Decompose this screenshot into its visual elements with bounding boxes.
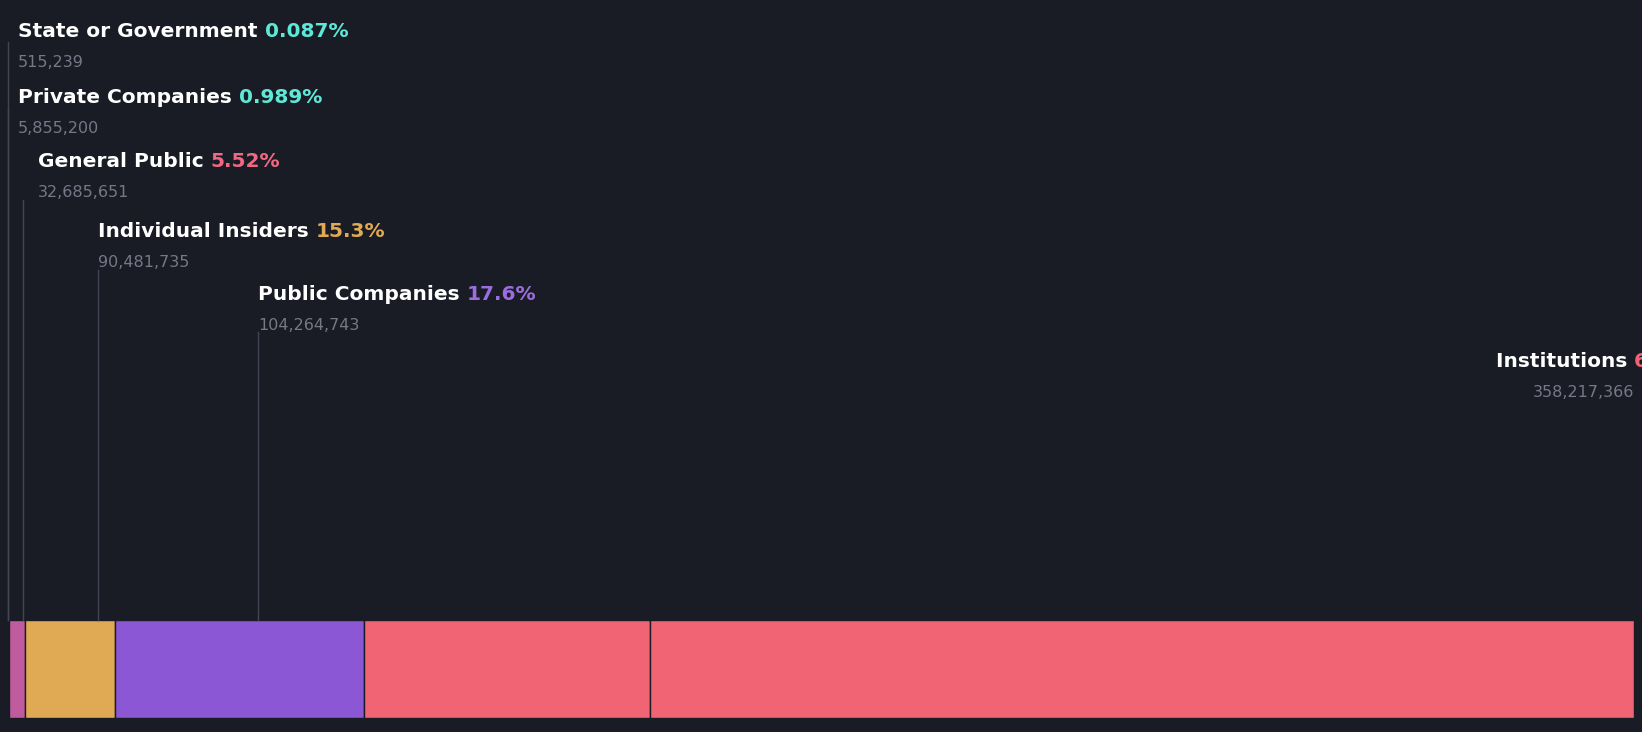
Text: 104,264,743: 104,264,743 [258,318,360,333]
Bar [26,620,115,718]
Text: State or Government: State or Government [18,22,264,41]
Text: Private Companies: Private Companies [18,88,238,107]
Bar [650,620,1634,718]
Text: 32,685,651: 32,685,651 [38,185,130,200]
Text: 5,855,200: 5,855,200 [18,121,99,136]
Text: Institutions: Institutions [1496,352,1634,371]
Text: 5.52%: 5.52% [210,152,281,171]
Bar [365,620,650,718]
Text: 358,217,366: 358,217,366 [1532,385,1634,400]
Text: 60.5%: 60.5% [1634,352,1642,371]
Text: 515,239: 515,239 [18,55,84,70]
Bar [10,620,26,718]
Text: Public Companies: Public Companies [258,285,466,304]
Text: 0.989%: 0.989% [238,88,322,107]
Text: 90,481,735: 90,481,735 [99,255,189,270]
Text: 15.3%: 15.3% [315,222,386,241]
Text: 0.087%: 0.087% [264,22,348,41]
Text: General Public: General Public [38,152,210,171]
Text: Individual Insiders: Individual Insiders [99,222,315,241]
Text: 17.6%: 17.6% [466,285,537,304]
Bar [115,620,365,718]
